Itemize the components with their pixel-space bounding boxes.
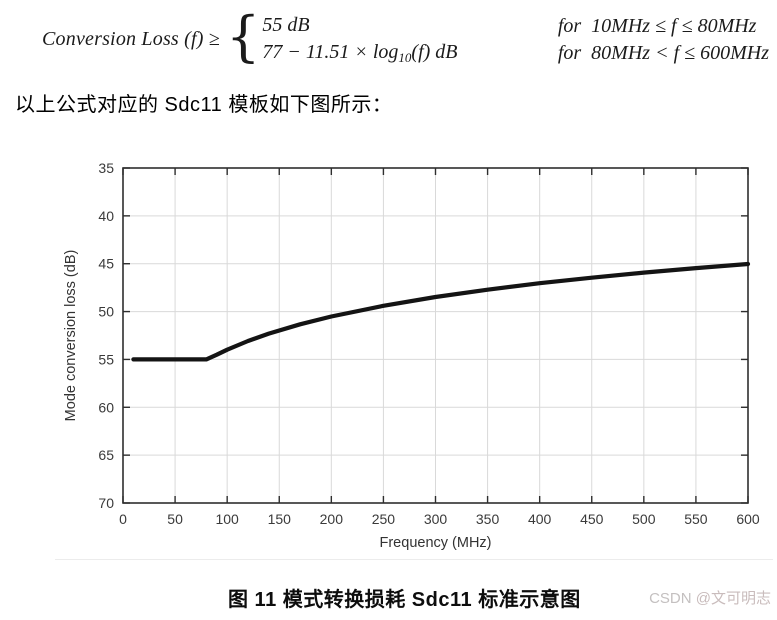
x-axis-label: Frequency (MHz) (380, 535, 492, 551)
x-tick-label: 300 (424, 511, 448, 527)
x-tick-label: 150 (268, 511, 292, 527)
y-tick-label: 60 (98, 399, 114, 415)
y-tick-label: 55 (98, 351, 114, 367)
chart-axes (122, 167, 749, 504)
y-tick-label: 70 (98, 495, 114, 511)
figure-bottom-edge (55, 559, 773, 560)
formula-conditions: for 10MHz ≤ f ≤ 80MHz for 80MHz < f ≤ 60… (558, 13, 769, 67)
formula-case2-condition: for 80MHz < f ≤ 600MHz (557, 41, 769, 64)
conversion-loss-formula: Conversion Loss (f) ≥ { 55 dB 77 − 11.51… (42, 4, 773, 68)
x-tick-label: 200 (320, 511, 344, 527)
formula-lhs: Conversion Loss (f) ≥ (42, 28, 220, 50)
x-tick-label: 450 (580, 511, 604, 527)
formula-case2-suffix: (f) dB (411, 41, 458, 63)
formula-case1-expr: 55 dB (262, 14, 310, 36)
x-tick-label: 400 (528, 511, 552, 527)
y-tick-label: 45 (98, 256, 114, 272)
x-tick-label: 500 (632, 511, 656, 527)
chart-gridlines (123, 168, 748, 503)
formula-brace: { (225, 4, 261, 68)
formula-log-subscript: 10 (398, 50, 412, 65)
x-tick-label: 100 (215, 511, 239, 527)
x-tick-label: 250 (372, 511, 396, 527)
x-tick-label: 550 (684, 511, 708, 527)
formula-case1-condition: for 10MHz ≤ f ≤ 80MHz (557, 14, 757, 37)
intro-text: 以上公式对应的 Sdc11 模板如下图所示： (15, 94, 393, 116)
formula-case2-expr: 77 − 11.51 × log10(f) dB (262, 39, 457, 67)
y-tick-label: 35 (98, 160, 114, 176)
watermark-handle: @文可明志 (695, 590, 771, 607)
csdn-watermark: CSDN @文可明志 (649, 587, 771, 608)
x-tick-label: 350 (476, 511, 500, 527)
y-axis-label: Mode conversion loss (dB) (63, 250, 79, 422)
watermark-prefix: CSDN (649, 590, 696, 607)
formula-cases: 55 dB 77 − 11.51 × log10(f) dB (262, 12, 457, 67)
chart-series (131, 261, 751, 362)
figure-caption: 图 11 模式转换损耗 Sdc11 标准示意图 (228, 589, 581, 611)
sdc11-template-chart: 0 50 100 150 200 250 300 350 400 450 500 550 600 35 40… (63, 160, 760, 551)
x-tick-label: 50 (167, 511, 183, 527)
formula-case2-prefix: 77 − 11.51 × log (262, 41, 399, 63)
chart-labels: 0 50 100 150 200 250 300 350 400 450 500 550 600 35 40… (63, 160, 760, 551)
x-tick-label: 600 (736, 511, 760, 527)
x-tick-label: 0 (119, 511, 127, 527)
y-tick-label: 40 (98, 208, 114, 224)
caption-row: 图 11 模式转换损耗 Sdc11 标准示意图 CSDN @文可明志 (0, 583, 777, 615)
y-tick-label: 65 (98, 447, 114, 463)
y-tick-label: 50 (98, 304, 114, 320)
sdc11-limit-curve (131, 261, 751, 362)
